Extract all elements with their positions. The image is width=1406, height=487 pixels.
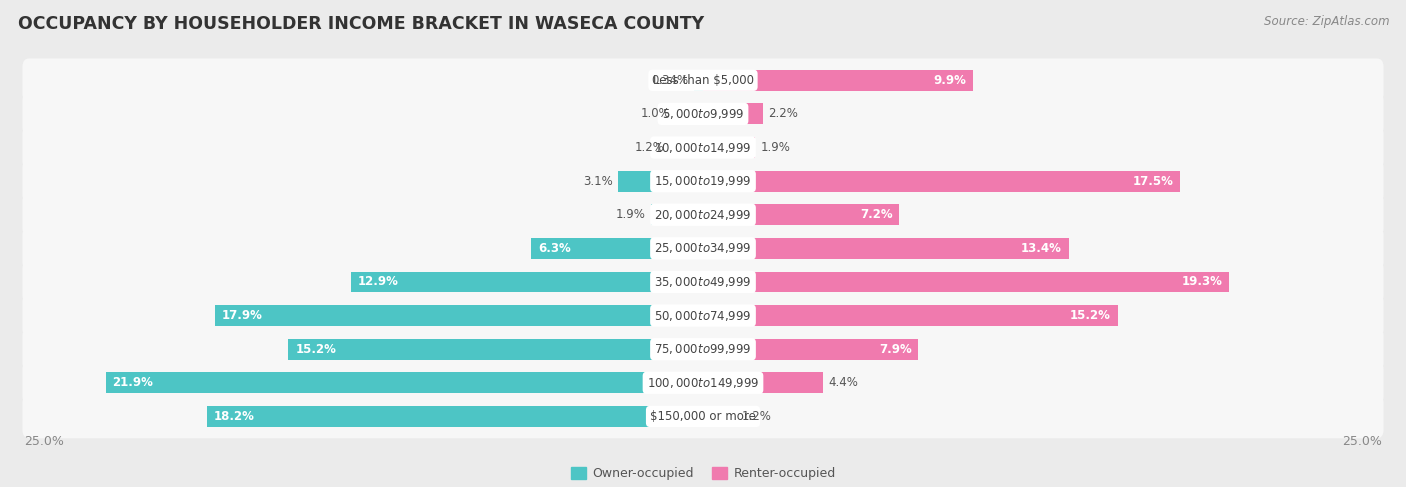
Bar	[531, 238, 703, 259]
Text: Source: ZipAtlas.com: Source: ZipAtlas.com	[1264, 15, 1389, 28]
Text: 7.9%: 7.9%	[879, 343, 911, 356]
Text: 17.5%: 17.5%	[1133, 175, 1174, 187]
Text: 9.9%: 9.9%	[934, 74, 966, 87]
FancyBboxPatch shape	[22, 327, 1384, 371]
Text: 15.2%: 15.2%	[295, 343, 336, 356]
FancyBboxPatch shape	[22, 226, 1384, 270]
Text: $15,000 to $19,999: $15,000 to $19,999	[654, 174, 752, 188]
Text: $50,000 to $74,999: $50,000 to $74,999	[654, 309, 752, 322]
Bar	[703, 272, 1229, 292]
Bar	[703, 339, 918, 359]
Bar	[651, 205, 703, 225]
Bar	[288, 339, 703, 359]
Text: 25.0%: 25.0%	[24, 435, 63, 448]
Text: OCCUPANCY BY HOUSEHOLDER INCOME BRACKET IN WASECA COUNTY: OCCUPANCY BY HOUSEHOLDER INCOME BRACKET …	[18, 15, 704, 33]
Text: $20,000 to $24,999: $20,000 to $24,999	[654, 208, 752, 222]
Text: 1.2%: 1.2%	[741, 410, 770, 423]
Text: 1.9%: 1.9%	[616, 208, 645, 221]
Bar	[105, 373, 703, 393]
Bar	[207, 406, 703, 427]
Bar	[215, 305, 703, 326]
Text: $25,000 to $34,999: $25,000 to $34,999	[654, 242, 752, 255]
Text: 12.9%: 12.9%	[359, 276, 399, 288]
Bar	[676, 103, 703, 124]
Text: $100,000 to $149,999: $100,000 to $149,999	[647, 376, 759, 390]
Text: 13.4%: 13.4%	[1021, 242, 1062, 255]
Text: 1.2%: 1.2%	[636, 141, 665, 154]
Bar	[703, 103, 763, 124]
Text: $150,000 or more: $150,000 or more	[650, 410, 756, 423]
Bar	[703, 70, 973, 91]
Bar	[703, 373, 823, 393]
Text: 1.9%: 1.9%	[761, 141, 790, 154]
Bar	[352, 272, 703, 292]
Text: 15.2%: 15.2%	[1070, 309, 1111, 322]
Text: $35,000 to $49,999: $35,000 to $49,999	[654, 275, 752, 289]
Text: 2.2%: 2.2%	[769, 108, 799, 120]
Text: 18.2%: 18.2%	[214, 410, 254, 423]
FancyBboxPatch shape	[22, 126, 1384, 169]
FancyBboxPatch shape	[22, 193, 1384, 237]
Bar	[703, 305, 1118, 326]
Text: 3.1%: 3.1%	[583, 175, 613, 187]
Text: 25.0%: 25.0%	[1343, 435, 1382, 448]
Text: 4.4%: 4.4%	[828, 376, 858, 389]
FancyBboxPatch shape	[22, 260, 1384, 304]
Bar	[703, 406, 735, 427]
Text: 6.3%: 6.3%	[538, 242, 571, 255]
FancyBboxPatch shape	[22, 92, 1384, 136]
Legend: Owner-occupied, Renter-occupied: Owner-occupied, Renter-occupied	[565, 462, 841, 485]
Bar	[671, 137, 703, 158]
Text: $10,000 to $14,999: $10,000 to $14,999	[654, 141, 752, 154]
Text: 19.3%: 19.3%	[1181, 276, 1223, 288]
Text: 0.34%: 0.34%	[651, 74, 689, 87]
Bar	[703, 205, 900, 225]
FancyBboxPatch shape	[22, 58, 1384, 102]
FancyBboxPatch shape	[22, 394, 1384, 438]
Text: $75,000 to $99,999: $75,000 to $99,999	[654, 342, 752, 356]
Text: $5,000 to $9,999: $5,000 to $9,999	[662, 107, 744, 121]
Bar	[703, 171, 1181, 191]
Text: 1.0%: 1.0%	[641, 108, 671, 120]
Text: 7.2%: 7.2%	[860, 208, 893, 221]
Bar	[703, 137, 755, 158]
Bar	[693, 70, 703, 91]
Text: Less than $5,000: Less than $5,000	[652, 74, 754, 87]
FancyBboxPatch shape	[22, 159, 1384, 203]
Text: 21.9%: 21.9%	[112, 376, 153, 389]
FancyBboxPatch shape	[22, 294, 1384, 337]
Bar	[703, 238, 1069, 259]
FancyBboxPatch shape	[22, 361, 1384, 405]
Text: 17.9%: 17.9%	[222, 309, 263, 322]
Bar	[619, 171, 703, 191]
